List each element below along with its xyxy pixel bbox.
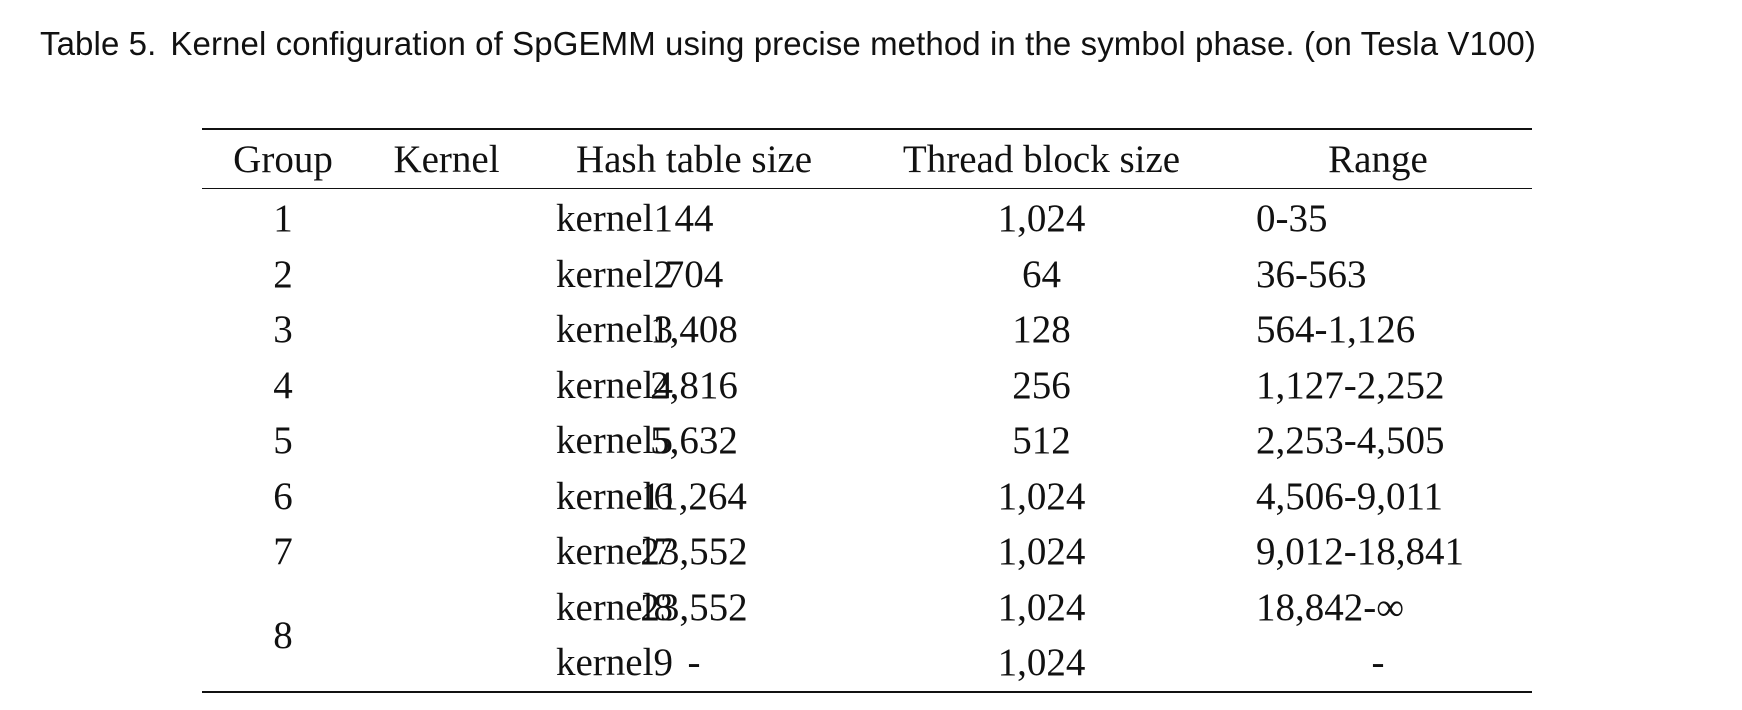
cell-thread-block-size: 1,024 [997, 474, 1086, 518]
header-group: Group [233, 137, 333, 181]
cell-hash-table-size: - [687, 641, 701, 685]
cell-group: 3 [273, 308, 293, 352]
table-row: 7 kernel7 23,552 1,024 9,012-18,841 [202, 524, 1532, 580]
caption-text: Kernel configuration of SpGEMM using pre… [170, 25, 1536, 62]
table-row: kernel9 - 1,024 - [202, 635, 1532, 692]
caption-label: Table 5. [40, 25, 157, 62]
cell-thread-block-size: 1,024 [997, 641, 1086, 685]
cell-group: 5 [273, 419, 293, 463]
table-row: 1 kernel1 44 1,024 0-35 [202, 189, 1532, 247]
cell-range: 36-563 [1256, 252, 1367, 296]
cell-group: 2 [273, 252, 293, 296]
cell-kernel: kernel5 [556, 419, 673, 463]
header-hash-table-size: Hash table size [575, 137, 813, 181]
cell-range: 18,842-∞ [1256, 585, 1405, 629]
table-row: 2 kernel2 704 64 36-563 [202, 247, 1532, 303]
cell-hash-table-size: 2,816 [650, 363, 738, 407]
cell-hash-table-size: 23,552 [640, 585, 748, 629]
cell-range: 564-1,126 [1256, 308, 1416, 352]
cell-kernel: kernel6 [556, 474, 673, 518]
cell-thread-block-size: 1,024 [997, 197, 1086, 241]
cell-thread-block-size: 256 [1012, 363, 1071, 407]
cell-kernel: kernel7 [556, 530, 673, 574]
cell-group: 7 [273, 530, 293, 574]
cell-range: 0-35 [1256, 197, 1328, 241]
cell-thread-block-size: 1,024 [997, 585, 1086, 629]
table-header: Group Kernel Hash table size Thread bloc… [202, 129, 1532, 189]
cell-kernel: kernel3 [556, 308, 673, 352]
cell-kernel: kernel1 [556, 197, 673, 241]
cell-hash-table-size: 1,408 [650, 308, 738, 352]
cell-range: - [1371, 641, 1385, 685]
kernel-config-table: Group Kernel Hash table size Thread bloc… [202, 128, 1532, 693]
cell-hash-table-size: 23,552 [640, 530, 748, 574]
cell-hash-table-size: 5,632 [650, 419, 738, 463]
cell-group: 6 [273, 474, 293, 518]
cell-hash-table-size: 704 [664, 252, 724, 296]
cell-thread-block-size: 64 [1022, 252, 1061, 296]
cell-kernel: kernel9 [556, 641, 673, 685]
cell-group: 1 [273, 197, 293, 241]
table-row: 5 kernel5 5,632 512 2,253-4,505 [202, 413, 1532, 469]
cell-kernel: kernel2 [556, 252, 673, 296]
table-body: 1 kernel1 44 1,024 0-35 2 kernel2 704 64… [202, 189, 1532, 692]
header-range: Range [1328, 137, 1428, 181]
table-row: 3 kernel3 1,408 128 564-1,126 [202, 302, 1532, 358]
header-kernel: Kernel [393, 137, 500, 181]
cell-range: 9,012-18,841 [1256, 530, 1464, 574]
cell-range: 4,506-9,011 [1256, 474, 1444, 518]
cell-group: 4 [273, 363, 293, 407]
table-row: 4 kernel4 2,816 256 1,127-2,252 [202, 358, 1532, 414]
cell-hash-table-size: 11,264 [641, 474, 747, 518]
header-row: Group Kernel Hash table size Thread bloc… [202, 129, 1532, 189]
cell-thread-block-size: 128 [1012, 308, 1071, 352]
cell-kernel: kernel4 [556, 363, 673, 407]
header-thread-block-size: Thread block size [902, 137, 1181, 181]
cell-range: 1,127-2,252 [1256, 363, 1445, 407]
table-row: 8 kernel8 23,552 1,024 18,842-∞ [202, 580, 1532, 657]
cell-thread-block-size: 1,024 [997, 530, 1086, 574]
cell-group: 8 [273, 613, 293, 657]
table-container: Group Kernel Hash table size Thread bloc… [202, 128, 1532, 693]
cell-hash-table-size: 44 [674, 197, 714, 241]
table-row: 6 kernel6 11,264 1,024 4,506-9,011 [202, 469, 1532, 525]
cell-thread-block-size: 512 [1012, 419, 1071, 463]
cell-range: 2,253-4,505 [1256, 419, 1445, 463]
cell-kernel: kernel8 [556, 585, 673, 629]
table-caption: Table 5. Kernel configuration of SpGEMM u… [40, 18, 1720, 70]
